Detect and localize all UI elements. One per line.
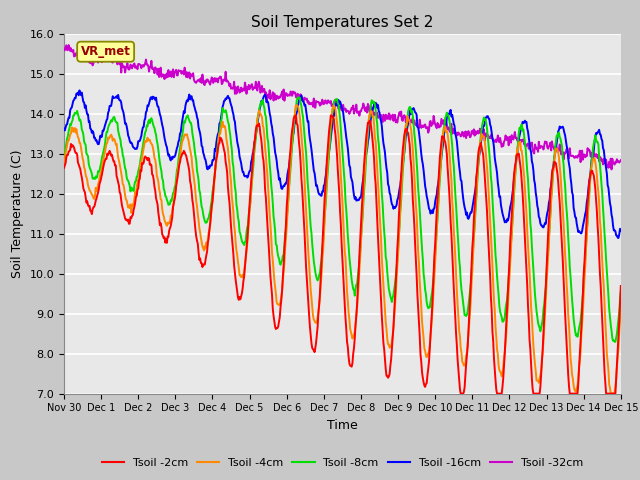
Y-axis label: Soil Temperature (C): Soil Temperature (C) bbox=[11, 149, 24, 278]
Title: Soil Temperatures Set 2: Soil Temperatures Set 2 bbox=[252, 15, 433, 30]
Legend: Tsoil -2cm, Tsoil -4cm, Tsoil -8cm, Tsoil -16cm, Tsoil -32cm: Tsoil -2cm, Tsoil -4cm, Tsoil -8cm, Tsoi… bbox=[97, 453, 588, 472]
Text: VR_met: VR_met bbox=[81, 45, 131, 58]
X-axis label: Time: Time bbox=[327, 419, 358, 432]
